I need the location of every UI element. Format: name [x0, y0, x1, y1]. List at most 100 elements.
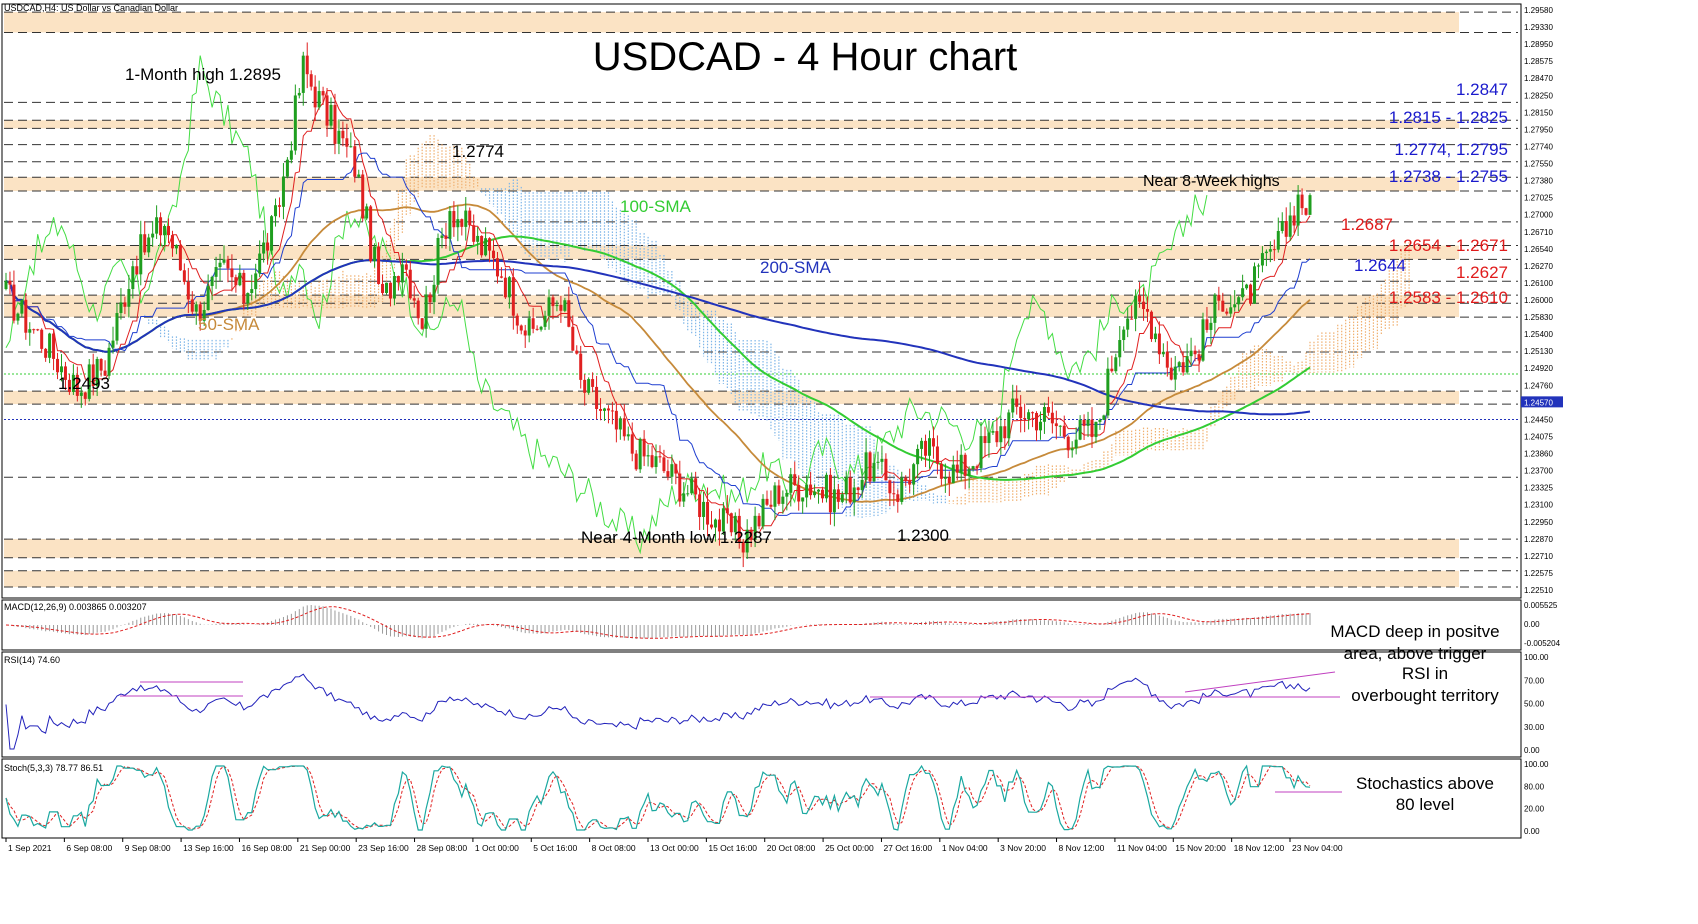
candle-body-209	[832, 489, 836, 513]
candle-body-242	[963, 454, 967, 476]
symbol-info: USDCAD,H4: US Dollar vs Canadian Dollar	[4, 3, 178, 13]
candle-body-28	[115, 313, 119, 341]
candle-body-154	[614, 410, 618, 430]
macd-signal-line	[5, 606, 1311, 639]
macd-comment-line2: area, above trigger	[1344, 644, 1487, 663]
candle-body-164	[654, 456, 658, 468]
candle-body-283	[1126, 318, 1130, 330]
candle-body-125	[499, 276, 503, 278]
candle-body-144	[575, 350, 579, 354]
candle-body-101	[404, 264, 408, 270]
candle-body-22	[91, 364, 95, 387]
price-tick-14: 1.26540	[1524, 245, 1553, 254]
candle-body-310	[1233, 304, 1237, 308]
time-tick-14: 25 Oct 00:00	[825, 843, 874, 853]
panel-frame-0	[1, 3, 1522, 599]
candle-body-188	[749, 529, 753, 540]
candle-body-153	[610, 410, 614, 412]
candle-body-249	[991, 431, 995, 433]
price-tick-26: 1.23860	[1524, 450, 1553, 459]
candle-body-285	[1134, 295, 1138, 319]
candle-body-43	[174, 244, 178, 249]
candle-body-193	[769, 504, 773, 507]
candle-body-50	[202, 310, 206, 321]
rsi-axis-tick-4: 0.00	[1524, 746, 1540, 755]
time-tick-18: 8 Nov 12:00	[1059, 843, 1105, 853]
candle-body-317	[1260, 253, 1264, 266]
candle-body-56	[226, 259, 230, 269]
candle-body-113	[452, 211, 456, 228]
rsi-axis-tick-1: 70.00	[1524, 676, 1545, 685]
candle-body-221	[880, 458, 884, 462]
candle-body-203	[809, 484, 813, 496]
candle-body-185	[737, 515, 741, 543]
candle-body-62	[250, 289, 254, 294]
candle-body-38	[155, 217, 159, 234]
macd-axis-tick-1: 0.00	[1524, 620, 1540, 629]
candle-body-110	[440, 235, 444, 238]
annotation-month-high: 1-Month high 1.2895	[125, 65, 281, 84]
candle-body-78	[313, 86, 317, 108]
candle-body-187	[745, 529, 749, 553]
candle-body-240	[955, 464, 959, 473]
candle-body-173	[690, 478, 694, 494]
candle-body-24	[99, 358, 103, 371]
candle-body-160	[638, 438, 642, 470]
candle-body-105	[420, 318, 424, 329]
candle-body-314	[1249, 284, 1253, 304]
candle-body-130	[519, 325, 523, 331]
candle-body-175	[698, 494, 702, 517]
price-tick-25: 1.24075	[1524, 432, 1553, 441]
candle-body-121	[484, 238, 488, 256]
stoch-axis-tick-3: 0.00	[1524, 827, 1540, 836]
candle-body-301	[1197, 354, 1201, 361]
candle-body-81	[325, 95, 329, 126]
candle-body-196	[781, 496, 785, 504]
candle-body-40	[163, 226, 167, 236]
candle-body-269	[1070, 448, 1074, 451]
support-label-2: 1.2654 - 1.2671	[1389, 236, 1508, 255]
candle-body-180	[717, 519, 721, 532]
candle-body-171	[682, 493, 686, 502]
rsi-axis-tick-3: 30.00	[1524, 723, 1545, 732]
candle-body-45	[182, 270, 186, 282]
resistance-label-3: 1.2774, 1.2795	[1395, 140, 1508, 159]
candle-body-162	[646, 455, 650, 457]
price-tick-16: 1.26100	[1524, 279, 1553, 288]
price-tick-1: 1.29330	[1524, 23, 1553, 32]
candle-body-236	[939, 463, 943, 479]
candle-body-316	[1256, 265, 1260, 267]
candle-body-67	[270, 216, 274, 251]
candle-body-37	[151, 233, 155, 238]
zone-7	[4, 570, 1459, 588]
candle-body-228	[908, 480, 912, 485]
candle-body-243	[967, 469, 971, 476]
candle-body-264	[1050, 412, 1054, 424]
candle-body-217	[864, 452, 868, 480]
candle-body-166	[662, 457, 666, 472]
price-tick-23: 1.24570	[1524, 398, 1553, 407]
annotation-near-8-week-highs: Near 8-Week highs	[1143, 173, 1280, 190]
candle-body-26	[107, 347, 111, 376]
candle-body-288	[1145, 309, 1149, 312]
candle-body-304	[1209, 322, 1213, 330]
candle-body-59	[238, 272, 242, 286]
candle-body-102	[408, 269, 412, 299]
candle-body-109	[436, 237, 440, 285]
indicator-lines-layer	[5, 55, 1311, 555]
candle-body-306	[1217, 294, 1221, 301]
candle-body-31	[127, 289, 131, 307]
annotation-low-1-2493: 1.2493	[58, 374, 110, 393]
candle-body-61	[246, 293, 250, 304]
time-tick-7: 28 Sep 08:00	[417, 843, 468, 853]
support-label-3: 1.2644	[1354, 256, 1406, 275]
candle-body-224	[892, 493, 896, 495]
panel-frames	[1, 3, 1522, 839]
candle-body-1	[8, 280, 12, 285]
rsi-panel: 100.00 70.00 50.00 30.00 0.00	[5, 653, 1549, 755]
candle-body-212	[844, 477, 848, 495]
candle-body-308	[1225, 311, 1229, 314]
candle-body-320	[1272, 249, 1276, 251]
price-tick-8: 1.27740	[1524, 142, 1553, 151]
